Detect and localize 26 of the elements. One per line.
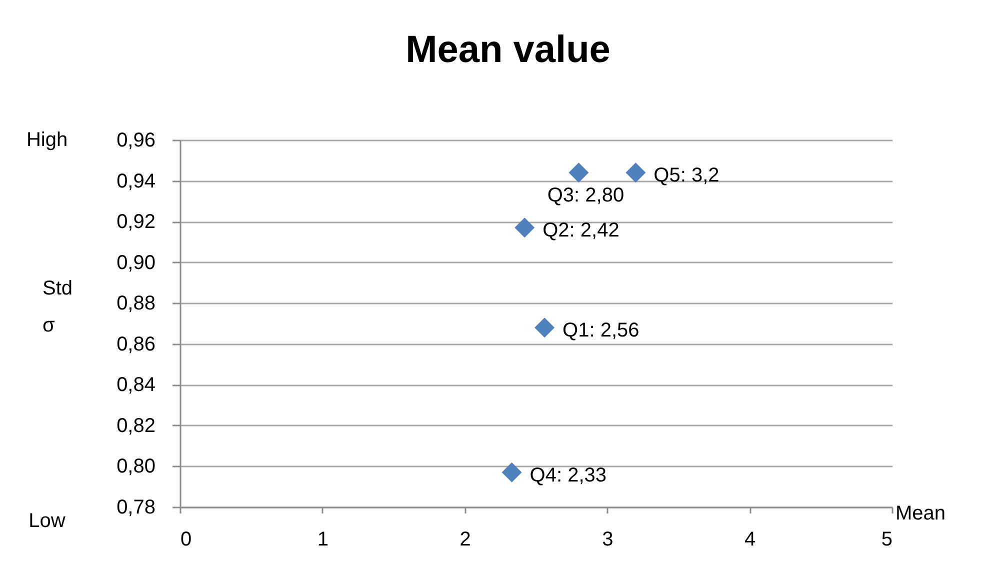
data-label: Q4: 2,33 — [530, 464, 607, 486]
data-label: Q3: 2,80 — [547, 184, 624, 207]
chart-title: Mean value — [406, 29, 610, 71]
y-axis-title: Std σ — [42, 278, 73, 336]
y-tick-label: 0,78 — [116, 496, 156, 518]
data-label: Q1: 2,56 — [562, 320, 640, 342]
x-tick-label: 3 — [602, 528, 614, 550]
data-label: Q2: 2,42 — [542, 220, 620, 242]
y-tick-label: 0,82 — [116, 414, 156, 437]
x-tick-label: 2 — [460, 528, 471, 550]
x-tick-label: 1 — [317, 528, 328, 550]
x-tick-label: 5 — [881, 528, 892, 550]
x-axis-title: Mean — [896, 502, 946, 524]
y-tick-label: 0,90 — [116, 252, 156, 274]
text: High — [26, 129, 68, 151]
x-tick-label: 4 — [744, 528, 756, 550]
x-tick-label: 0 — [180, 528, 192, 550]
y-tick-label: 0,92 — [116, 211, 156, 234]
y-tick-label: 0,88 — [116, 292, 156, 315]
data-label: Q5: 3,2 — [654, 164, 720, 187]
y-tick-label: 0,94 — [116, 170, 156, 192]
text: Low — [28, 510, 66, 532]
y-tick-label: 0,96 — [116, 130, 156, 152]
y-tick-label: 0,86 — [116, 333, 156, 356]
y-tick-label: 0,84 — [116, 374, 156, 396]
y-tick-label: 0,80 — [116, 456, 156, 478]
